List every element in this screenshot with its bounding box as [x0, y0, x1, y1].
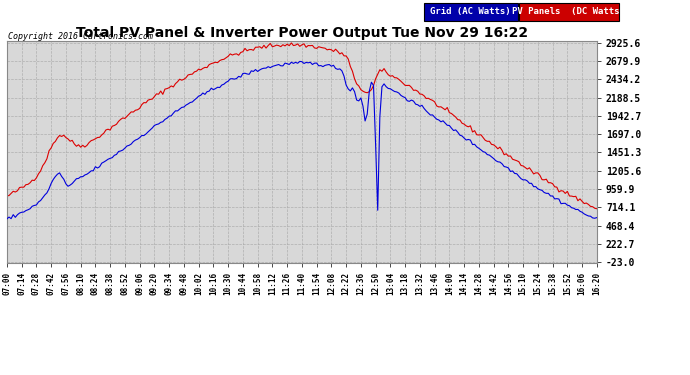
Text: Copyright 2016 Cartronics.com: Copyright 2016 Cartronics.com	[8, 32, 153, 41]
Text: Grid (AC Watts): Grid (AC Watts)	[431, 7, 511, 16]
Text: PV Panels  (DC Watts): PV Panels (DC Watts)	[512, 7, 625, 16]
Title: Total PV Panel & Inverter Power Output Tue Nov 29 16:22: Total PV Panel & Inverter Power Output T…	[76, 26, 528, 40]
